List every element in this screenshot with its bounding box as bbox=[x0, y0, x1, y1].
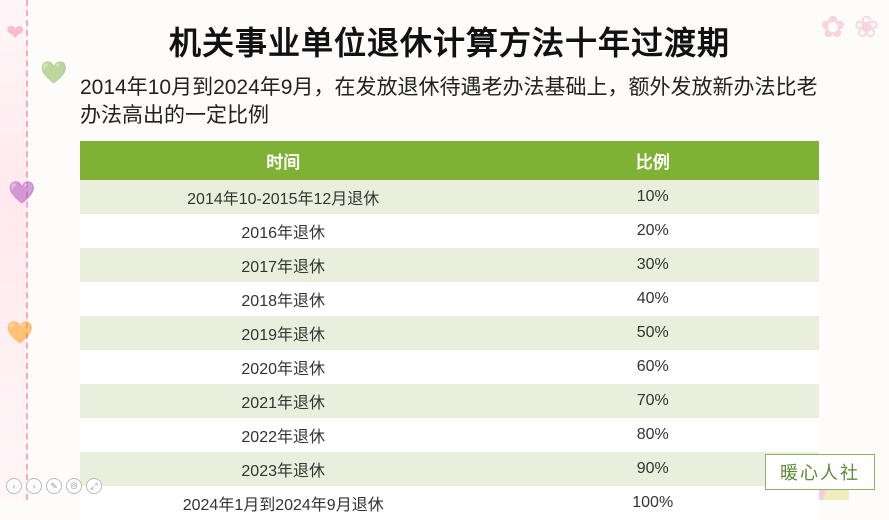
table-cell: 20% bbox=[486, 214, 819, 248]
table-row: 2018年退休40% bbox=[80, 282, 819, 316]
subtitle: 2014年10月到2024年9月，在发放退休待遇老办法基础上，额外发放新办法比老… bbox=[80, 74, 819, 131]
table-cell: 40% bbox=[486, 282, 819, 316]
col-ratio: 比例 bbox=[486, 141, 819, 180]
table-cell: 2023年退休 bbox=[80, 452, 486, 486]
table-cell: 80% bbox=[486, 418, 819, 452]
col-time: 时间 bbox=[80, 141, 486, 180]
table-row: 2014年10-2015年12月退休10% bbox=[80, 180, 819, 214]
fullscreen-icon[interactable]: ⤢ bbox=[86, 478, 102, 494]
ratio-table: 时间 比例 2014年10-2015年12月退休10%2016年退休20%201… bbox=[80, 141, 819, 520]
table-cell: 2019年退休 bbox=[80, 316, 486, 350]
prev-icon[interactable]: ‹ bbox=[6, 478, 22, 494]
table-cell: 60% bbox=[486, 350, 819, 384]
table-header-row: 时间 比例 bbox=[80, 141, 819, 180]
table-cell: 2020年退休 bbox=[80, 350, 486, 384]
table-cell: 70% bbox=[486, 384, 819, 418]
watermark-badge: 暖心人社 bbox=[765, 454, 875, 490]
page-title: 机关事业单位退休计算方法十年过渡期 bbox=[80, 18, 819, 64]
table-cell: 2021年退休 bbox=[80, 384, 486, 418]
table-cell: 2017年退休 bbox=[80, 248, 486, 282]
table-row: 2019年退休50% bbox=[80, 316, 819, 350]
pen-icon[interactable]: ✎ bbox=[46, 478, 62, 494]
table-row: 2022年退休80% bbox=[80, 418, 819, 452]
view-icon[interactable]: ⦾ bbox=[66, 478, 82, 494]
table-cell: 100% bbox=[486, 486, 819, 520]
table-cell: 50% bbox=[486, 316, 819, 350]
table-row: 2024年1月到2024年9月退休100% bbox=[80, 486, 819, 520]
table-row: 2021年退休70% bbox=[80, 384, 819, 418]
table-cell: 2016年退休 bbox=[80, 214, 486, 248]
table-cell: 30% bbox=[486, 248, 819, 282]
table-cell: 10% bbox=[486, 180, 819, 214]
next-icon[interactable]: › bbox=[26, 478, 42, 494]
table-cell: 2014年10-2015年12月退休 bbox=[80, 180, 486, 214]
table-cell: 2018年退休 bbox=[80, 282, 486, 316]
table-row: 2023年退休90% bbox=[80, 452, 819, 486]
slide-content: 机关事业单位退休计算方法十年过渡期 2014年10月到2024年9月，在发放退休… bbox=[0, 0, 889, 520]
table-row: 2020年退休60% bbox=[80, 350, 819, 384]
table-row: 2017年退休30% bbox=[80, 248, 819, 282]
table-cell: 2022年退休 bbox=[80, 418, 486, 452]
table-row: 2016年退休20% bbox=[80, 214, 819, 248]
slide-nav-controls: ‹ › ✎ ⦾ ⤢ bbox=[6, 478, 102, 494]
table-cell: 2024年1月到2024年9月退休 bbox=[80, 486, 486, 520]
